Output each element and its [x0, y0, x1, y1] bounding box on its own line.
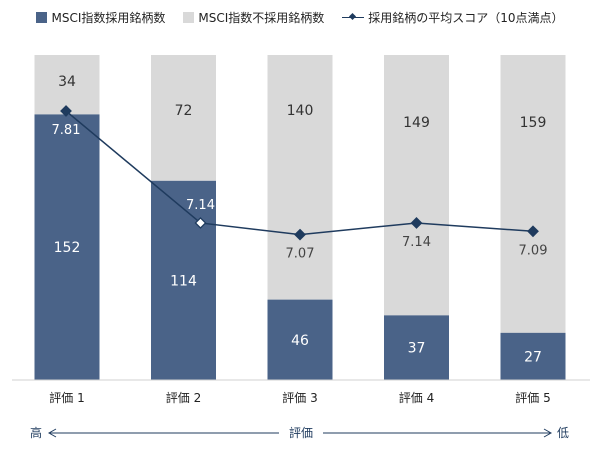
legend-item-average-score: 採用銘柄の平均スコア（10点満点） — [342, 9, 564, 26]
bars-layer — [34, 55, 566, 380]
label-adopted-4: 37 — [408, 341, 426, 357]
average-score-point-3 — [294, 228, 306, 241]
bar-not-adopted-5 — [500, 55, 566, 333]
category-label-4: 評価 4 — [399, 390, 434, 405]
legend-item-not-adopted: MSCI指数不採用銘柄数 — [183, 9, 324, 26]
category-label-5: 評価 5 — [515, 390, 550, 405]
label-adopted-3: 46 — [291, 333, 309, 349]
bar-adopted-3 — [267, 299, 333, 380]
axis-note-high: 高 — [30, 425, 42, 440]
category-label-1: 評価 1 — [49, 390, 84, 405]
bar-not-adopted-2 — [151, 55, 216, 181]
axis-note-center: 評価 — [289, 425, 313, 440]
axis-note: 高 評価 低 — [30, 425, 569, 440]
average-score-label-2: 7.14 — [186, 198, 215, 213]
bar-adopted-4 — [384, 315, 449, 380]
average-score-point-2 — [194, 217, 207, 229]
bar-adopted-1 — [34, 114, 100, 380]
legend: MSCI指数採用銘柄数 MSCI指数不採用銘柄数 採用銘柄の平均スコア（10点満… — [0, 6, 600, 28]
legend-swatch-adopted — [36, 11, 48, 23]
label-adopted-1: 152 — [54, 240, 81, 256]
category-label-2: 評価 2 — [166, 390, 201, 405]
average-score-label-3: 7.07 — [286, 247, 315, 262]
label-adopted-5: 27 — [524, 349, 542, 365]
legend-label-average-score: 採用銘柄の平均スコア（10点満点） — [368, 10, 564, 25]
axis-note-arrowhead-left — [47, 428, 57, 438]
label-not-adopted-1: 34 — [58, 74, 76, 90]
label-not-adopted-4: 149 — [403, 115, 430, 131]
legend-label-not-adopted: MSCI指数不採用銘柄数 — [198, 10, 325, 25]
legend-label-adopted: MSCI指数採用銘柄数 — [51, 10, 166, 25]
average-score-label-5: 7.09 — [519, 243, 548, 258]
label-adopted-2: 114 — [170, 273, 197, 289]
average-score-layer — [60, 105, 539, 241]
legend-swatch-not-adopted — [183, 11, 195, 23]
average-score-label-1: 7.81 — [52, 123, 81, 138]
bar-adopted-5 — [500, 332, 566, 380]
legend-swatch-average-score — [342, 12, 365, 23]
axis-note-arrowhead-right — [543, 428, 553, 438]
label-not-adopted-2: 72 — [175, 103, 193, 119]
average-score-point-4 — [410, 217, 423, 229]
axis-note-low: 低 — [557, 426, 569, 440]
bar-not-adopted-3 — [267, 55, 333, 300]
bar-not-adopted-4 — [384, 55, 449, 316]
label-not-adopted-3: 140 — [287, 103, 314, 119]
bar-not-adopted-1 — [34, 55, 100, 115]
bar-adopted-2 — [151, 180, 216, 380]
average-score-point-5 — [527, 225, 539, 238]
category-label-3: 評価 3 — [282, 390, 317, 405]
average-score-point-1 — [60, 105, 72, 117]
label-not-adopted-5: 159 — [520, 115, 547, 131]
labels-layer: 152 34 評価 1 114 72 評価 2 46 140 評価 3 37 149 評価 4 27 15… — [49, 74, 550, 405]
average-score-label-4: 7.14 — [402, 235, 431, 250]
legend-item-adopted: MSCI指数採用銘柄数 — [36, 9, 165, 26]
